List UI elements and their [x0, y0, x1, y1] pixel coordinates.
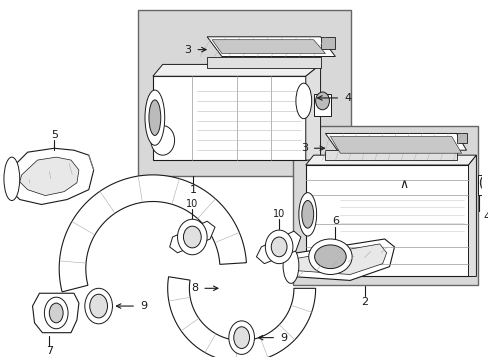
Text: ∧: ∧ [399, 178, 408, 191]
Ellipse shape [44, 297, 68, 329]
Polygon shape [33, 293, 79, 333]
Polygon shape [207, 57, 320, 68]
Ellipse shape [295, 83, 311, 119]
Ellipse shape [233, 327, 249, 348]
Polygon shape [153, 76, 305, 160]
Ellipse shape [49, 303, 63, 323]
Polygon shape [325, 150, 456, 160]
Polygon shape [212, 40, 325, 54]
Ellipse shape [183, 226, 201, 248]
Ellipse shape [301, 201, 313, 228]
Polygon shape [305, 64, 320, 160]
Text: 8: 8 [191, 283, 198, 293]
Ellipse shape [308, 239, 351, 275]
Text: 3: 3 [300, 143, 307, 153]
Text: 10: 10 [272, 209, 285, 219]
Ellipse shape [151, 126, 174, 155]
Polygon shape [325, 134, 466, 150]
Ellipse shape [177, 219, 207, 255]
Ellipse shape [228, 321, 254, 354]
Polygon shape [153, 64, 320, 76]
Polygon shape [207, 37, 335, 57]
Text: 5: 5 [51, 130, 58, 140]
Polygon shape [320, 37, 335, 49]
Ellipse shape [283, 248, 298, 283]
Polygon shape [305, 155, 475, 165]
Polygon shape [20, 157, 79, 195]
Text: 9: 9 [280, 333, 286, 343]
Text: 6: 6 [331, 216, 338, 226]
Polygon shape [256, 231, 300, 264]
Polygon shape [468, 155, 475, 276]
Text: 10: 10 [186, 199, 198, 210]
Polygon shape [305, 165, 468, 276]
Ellipse shape [4, 157, 20, 201]
Ellipse shape [479, 175, 488, 191]
Ellipse shape [271, 237, 286, 257]
Bar [292, 126, 477, 285]
Bar [313, 94, 331, 116]
Text: 9: 9 [140, 301, 147, 311]
Polygon shape [167, 277, 315, 360]
Polygon shape [59, 175, 246, 292]
Polygon shape [289, 244, 386, 275]
Text: 4: 4 [482, 212, 488, 222]
Ellipse shape [84, 288, 112, 324]
Text: 2: 2 [361, 297, 368, 307]
Bar [138, 10, 350, 176]
Ellipse shape [90, 294, 107, 318]
Text: 7: 7 [46, 346, 53, 356]
Polygon shape [169, 221, 215, 253]
Text: 4: 4 [344, 93, 351, 103]
Ellipse shape [265, 230, 292, 264]
Polygon shape [456, 134, 466, 143]
Bar [477, 175, 488, 195]
Text: 1: 1 [189, 185, 197, 195]
Ellipse shape [145, 90, 164, 145]
Ellipse shape [149, 100, 161, 135]
Polygon shape [330, 136, 461, 153]
Polygon shape [284, 239, 394, 280]
Text: 3: 3 [184, 45, 191, 55]
Polygon shape [8, 148, 94, 204]
Ellipse shape [315, 92, 329, 110]
Ellipse shape [314, 245, 346, 269]
Ellipse shape [298, 193, 316, 236]
